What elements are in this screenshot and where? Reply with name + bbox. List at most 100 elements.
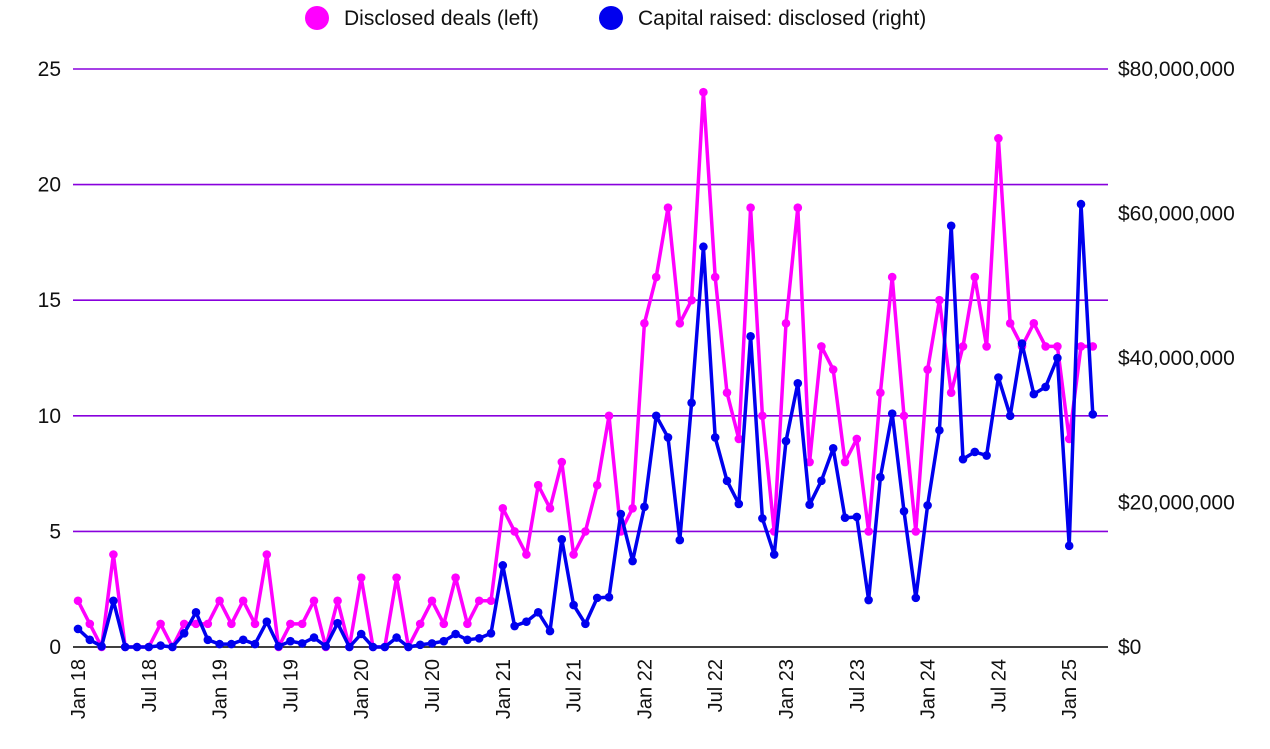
point-capital-raised-64[interactable]	[828, 444, 838, 453]
point-capital-raised-6[interactable]	[144, 642, 154, 652]
point-disclosed-deals-56[interactable]	[734, 434, 744, 444]
point-disclosed-deals-82[interactable]	[1041, 342, 1050, 351]
point-disclosed-deals-55[interactable]	[722, 388, 732, 397]
point-capital-raised-75[interactable]	[958, 454, 968, 464]
point-disclosed-deals-71[interactable]	[911, 527, 921, 536]
point-capital-raised-7[interactable]	[156, 641, 165, 650]
point-capital-raised-24[interactable]	[356, 629, 366, 639]
point-disclosed-deals-63[interactable]	[817, 342, 826, 351]
point-capital-raised-17[interactable]	[274, 641, 283, 651]
point-disclosed-deals-77[interactable]	[982, 342, 991, 351]
point-disclosed-deals-76[interactable]	[970, 272, 980, 282]
point-disclosed-deals-73[interactable]	[935, 295, 944, 305]
point-disclosed-deals-22[interactable]	[333, 596, 342, 606]
point-capital-raised-44[interactable]	[592, 593, 602, 603]
point-capital-raised-38[interactable]	[522, 617, 531, 627]
point-capital-raised-68[interactable]	[876, 472, 885, 482]
point-capital-raised-79[interactable]	[1005, 411, 1015, 421]
point-capital-raised-56[interactable]	[734, 499, 744, 509]
point-capital-raised-9[interactable]	[179, 628, 189, 638]
point-disclosed-deals-72[interactable]	[923, 365, 932, 374]
point-capital-raised-49[interactable]	[651, 411, 661, 421]
point-disclosed-deals-66[interactable]	[852, 434, 862, 444]
point-disclosed-deals-58[interactable]	[758, 411, 767, 421]
point-disclosed-deals-18[interactable]	[286, 619, 295, 629]
point-disclosed-deals-1[interactable]	[85, 619, 95, 629]
point-disclosed-deals-12[interactable]	[215, 596, 224, 606]
point-capital-raised-43[interactable]	[581, 619, 590, 629]
point-capital-raised-10[interactable]	[191, 608, 201, 617]
point-capital-raised-84[interactable]	[1064, 541, 1074, 551]
point-disclosed-deals-15[interactable]	[250, 619, 260, 629]
point-capital-raised-73[interactable]	[935, 425, 944, 435]
point-capital-raised-59[interactable]	[769, 550, 779, 559]
point-disclosed-deals-0[interactable]	[73, 596, 83, 606]
point-capital-raised-47[interactable]	[628, 556, 637, 566]
point-disclosed-deals-43[interactable]	[581, 527, 590, 536]
point-capital-raised-32[interactable]	[451, 629, 460, 639]
point-disclosed-deals-74[interactable]	[946, 388, 956, 397]
point-capital-raised-25[interactable]	[368, 642, 378, 652]
legend-item-capital-raised[interactable]: Capital raised: disclosed (right)	[599, 6, 926, 30]
point-disclosed-deals-34[interactable]	[474, 596, 484, 606]
point-capital-raised-18[interactable]	[286, 636, 295, 646]
point-capital-raised-72[interactable]	[923, 501, 932, 510]
point-disclosed-deals-65[interactable]	[840, 457, 850, 467]
point-disclosed-deals-49[interactable]	[651, 272, 661, 282]
point-capital-raised-8[interactable]	[168, 642, 177, 652]
point-disclosed-deals-30[interactable]	[427, 596, 437, 606]
point-disclosed-deals-27[interactable]	[392, 573, 401, 582]
point-disclosed-deals-68[interactable]	[876, 388, 885, 397]
point-capital-raised-67[interactable]	[864, 595, 873, 605]
point-capital-raised-57[interactable]	[746, 332, 755, 341]
point-disclosed-deals-53[interactable]	[699, 87, 708, 97]
point-disclosed-deals-75[interactable]	[958, 342, 968, 351]
point-disclosed-deals-16[interactable]	[262, 550, 272, 559]
point-disclosed-deals-62[interactable]	[805, 457, 814, 467]
point-capital-raised-29[interactable]	[415, 640, 425, 650]
point-capital-raised-63[interactable]	[817, 476, 826, 486]
point-capital-raised-23[interactable]	[345, 642, 354, 652]
point-capital-raised-42[interactable]	[569, 600, 578, 610]
point-disclosed-deals-37[interactable]	[510, 527, 519, 536]
point-capital-raised-60[interactable]	[781, 436, 791, 446]
point-disclosed-deals-11[interactable]	[203, 619, 213, 629]
point-capital-raised-55[interactable]	[722, 476, 732, 486]
point-capital-raised-78[interactable]	[994, 373, 1003, 382]
point-capital-raised-26[interactable]	[380, 642, 390, 652]
point-capital-raised-30[interactable]	[427, 639, 437, 648]
point-disclosed-deals-83[interactable]	[1053, 342, 1062, 351]
point-capital-raised-66[interactable]	[852, 512, 862, 522]
point-capital-raised-65[interactable]	[840, 513, 850, 522]
point-disclosed-deals-14[interactable]	[238, 596, 248, 606]
point-disclosed-deals-41[interactable]	[557, 457, 567, 467]
point-disclosed-deals-51[interactable]	[675, 319, 685, 328]
point-disclosed-deals-44[interactable]	[592, 480, 602, 490]
point-disclosed-deals-79[interactable]	[1005, 319, 1015, 328]
point-capital-raised-40[interactable]	[545, 626, 555, 636]
point-disclosed-deals-61[interactable]	[793, 203, 803, 213]
point-disclosed-deals-13[interactable]	[227, 619, 236, 629]
point-disclosed-deals-36[interactable]	[498, 503, 508, 513]
point-disclosed-deals-35[interactable]	[486, 596, 496, 606]
point-disclosed-deals-7[interactable]	[156, 619, 165, 629]
point-disclosed-deals-24[interactable]	[356, 573, 366, 582]
point-capital-raised-48[interactable]	[640, 502, 649, 512]
point-disclosed-deals-42[interactable]	[569, 550, 578, 559]
point-capital-raised-33[interactable]	[463, 635, 472, 645]
point-capital-raised-50[interactable]	[663, 433, 673, 442]
point-capital-raised-53[interactable]	[699, 242, 708, 252]
point-disclosed-deals-38[interactable]	[522, 550, 531, 559]
point-capital-raised-19[interactable]	[297, 639, 307, 648]
point-disclosed-deals-20[interactable]	[309, 596, 319, 606]
point-capital-raised-61[interactable]	[793, 378, 803, 388]
point-capital-raised-85[interactable]	[1076, 199, 1086, 209]
point-capital-raised-28[interactable]	[404, 642, 413, 652]
point-capital-raised-81[interactable]	[1029, 389, 1039, 399]
point-capital-raised-82[interactable]	[1041, 382, 1050, 392]
point-capital-raised-4[interactable]	[120, 642, 130, 652]
point-disclosed-deals-33[interactable]	[463, 619, 472, 629]
point-capital-raised-52[interactable]	[687, 398, 696, 408]
point-capital-raised-54[interactable]	[710, 433, 720, 442]
point-capital-raised-21[interactable]	[321, 641, 331, 651]
